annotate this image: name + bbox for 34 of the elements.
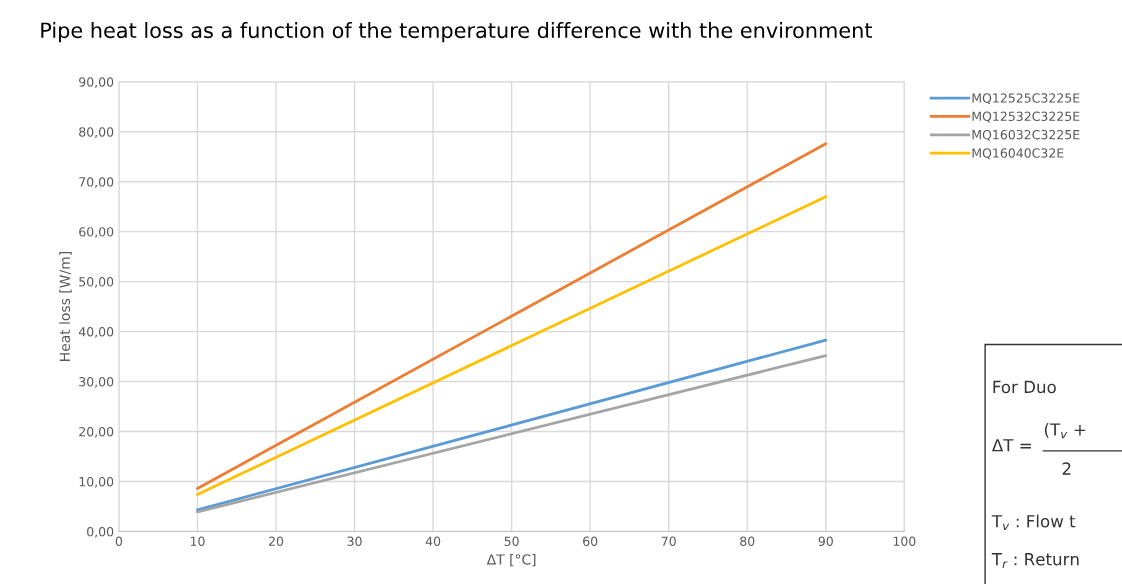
y-tick-label: 80,00 [79,127,114,138]
text: (T$_{v}$ + [1044,422,1086,439]
x-tick-label: 40 [425,536,441,546]
chart-title: Pipe heat loss as a function of the temperature difference with the environment [41,22,873,43]
y-tick-label: 0,00 [87,526,114,538]
y-tick-label: 90,00 [79,77,114,88]
legend-label: MQ12525C3225E [972,93,1080,105]
y-tick-label: 40,00 [78,327,114,338]
x-tick-label: 0 [115,536,123,546]
x-tick-label: 20 [268,536,284,546]
legend-label: MQ16040C32E [972,148,1064,160]
legend-label: MQ16032C3225E [972,129,1080,141]
y-tick-label: 30,00 [79,377,114,388]
text: For Duo [993,380,1056,394]
legend-label: MQ12532C3225E [972,111,1080,123]
x-axis-title: ΔT [°C] [486,553,536,567]
x-tick-label: 60 [583,536,598,546]
text: T$_{r}$ : Return [991,553,1079,568]
x-tick-label: 100 [893,536,916,546]
y-tick-label: 70,00 [79,177,114,188]
x-tick-label: 80 [740,536,755,546]
x-tick-label: 10 [190,536,205,546]
y-axis-title: Heat loss [W/m] [59,252,72,361]
x-tick-label: 30 [347,536,362,546]
x-tick-label: 70 [661,536,676,546]
y-tick-label: 50,00 [79,277,114,288]
text: T$_{v}$ : Flow t [991,514,1076,531]
y-tick-label: 10,00 [79,476,114,488]
text: ΔT = [991,439,1031,452]
text: 2 [1062,462,1071,475]
x-tick-label: 50 [504,536,519,546]
y-tick-label: 60,00 [79,227,114,238]
x-tick-label: 90 [818,536,833,546]
y-tick-label: 20,00 [79,426,114,438]
